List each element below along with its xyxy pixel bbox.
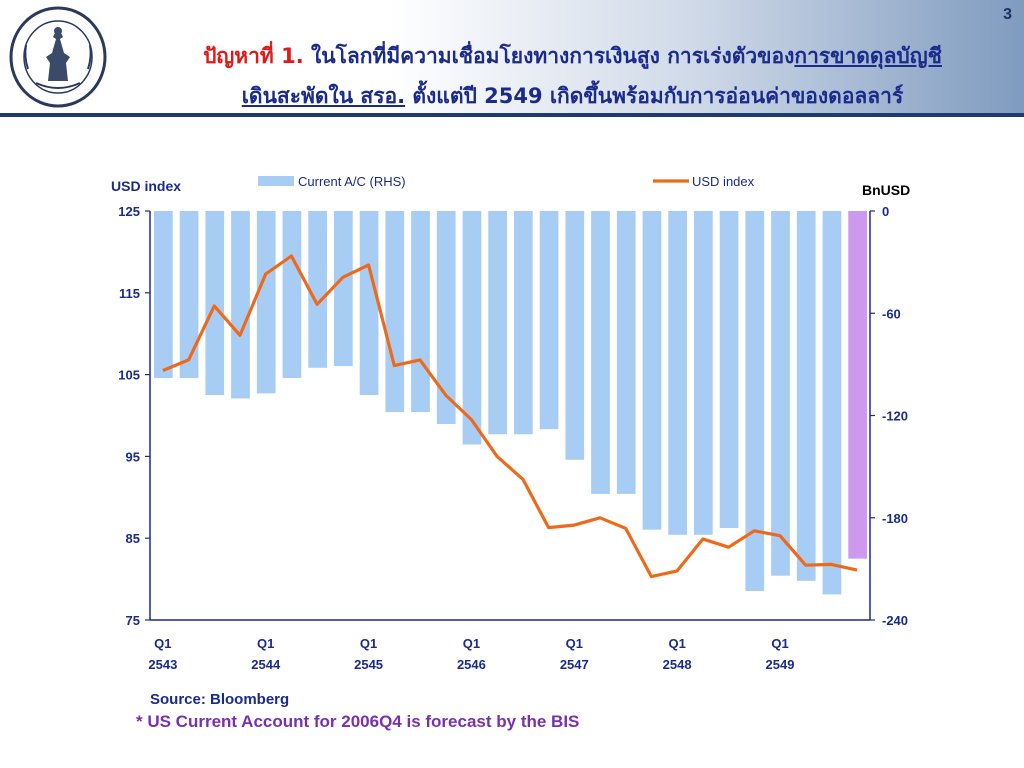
x-tick-year-label: 2548 [663, 657, 692, 672]
current-account-bar [771, 211, 790, 576]
right-axis-title: BnUSD [862, 182, 910, 198]
x-tick-quarter-label: Q1 [463, 636, 480, 651]
current-account-bar [616, 211, 636, 494]
left-tick-label: 105 [118, 368, 140, 383]
title-line2-text: ตั้งแต่ปี 2549 เกิดขึ้นพร้อมกับการอ่อนค่… [405, 84, 904, 108]
x-tick-year-label: 2544 [251, 657, 281, 672]
legend-line-label: USD index [692, 174, 755, 189]
header-rule [0, 113, 1024, 117]
current-account-bar [179, 211, 199, 379]
page-number: 3 [1003, 6, 1012, 23]
current-account-bar [205, 211, 225, 396]
title-line2-underlined: เดินสะพัดใน สรอ. [241, 84, 406, 108]
x-tick-quarter-label: Q1 [360, 636, 377, 651]
x-tick-quarter-label: Q1 [154, 636, 171, 651]
current-account-bar [334, 211, 353, 367]
current-account-bar [565, 211, 585, 460]
x-tick-quarter-label: Q1 [257, 636, 274, 651]
current-account-bar [462, 211, 482, 445]
left-tick-label: 85 [126, 531, 140, 546]
title-problem-label: ปัญหาที่ 1. [203, 44, 304, 68]
left-tick-label: 95 [126, 449, 140, 464]
current-account-bar [539, 211, 559, 430]
x-tick-quarter-label: Q1 [566, 636, 583, 651]
header-band [0, 0, 1024, 115]
current-account-bar [436, 211, 456, 425]
x-tick-quarter-label: Q1 [771, 636, 788, 651]
current-account-bar [308, 211, 327, 368]
current-account-bar [282, 211, 302, 379]
current-account-bar [822, 211, 842, 595]
source-note: Source: Bloomberg [150, 691, 290, 708]
current-account-bar [231, 211, 250, 399]
current-account-bar [848, 211, 867, 559]
current-account-bar [719, 211, 739, 528]
current-account-bar [796, 211, 816, 581]
current-account-bar [488, 211, 507, 435]
right-tick-label: -120 [882, 409, 908, 424]
current-account-bar [514, 211, 533, 435]
legend-bar-label: Current A/C (RHS) [298, 174, 406, 189]
bank-of-thailand-seal [9, 6, 107, 108]
right-tick-label: 0 [882, 204, 889, 219]
right-tick-label: -240 [882, 613, 908, 628]
title-line1-underlined: การขาดดุลบัญชี [794, 44, 942, 68]
current-account-bar [256, 211, 276, 394]
current-account-bar [411, 211, 430, 413]
left-tick-label: 75 [126, 613, 140, 628]
legend-bar-swatch [258, 176, 294, 186]
x-tick-year-label: 2545 [354, 657, 383, 672]
current-account-bar [154, 211, 173, 379]
forecast-footnote: * US Current Account for 2006Q4 is forec… [136, 712, 580, 731]
left-tick-label: 115 [119, 286, 140, 301]
current-account-bar [745, 211, 765, 592]
usd-index-line [162, 254, 858, 579]
x-tick-year-label: 2549 [766, 657, 795, 672]
current-account-bar [591, 211, 610, 494]
left-axis-title: USD index [111, 178, 181, 194]
x-tick-year-label: 2546 [457, 657, 486, 672]
right-tick-label: -180 [882, 511, 908, 526]
x-tick-year-label: 2543 [148, 657, 177, 672]
current-account-bar [385, 211, 405, 413]
current-account-bar [359, 211, 379, 396]
title-line1-text: ในโลกที่มีความเชื่อมโยงทางการเงินสูง การ… [303, 44, 795, 68]
right-tick-label: -60 [882, 306, 901, 321]
current-account-bar [668, 211, 687, 535]
current-account-bar [642, 211, 662, 530]
x-tick-year-label: 2547 [560, 657, 589, 672]
x-tick-quarter-label: Q1 [668, 636, 685, 651]
current-account-bar [694, 211, 713, 535]
left-tick-label: 125 [118, 204, 140, 219]
page-title: ปัญหาที่ 1. ในโลกที่มีความเชื่อมโยงทางกา… [125, 36, 1020, 116]
